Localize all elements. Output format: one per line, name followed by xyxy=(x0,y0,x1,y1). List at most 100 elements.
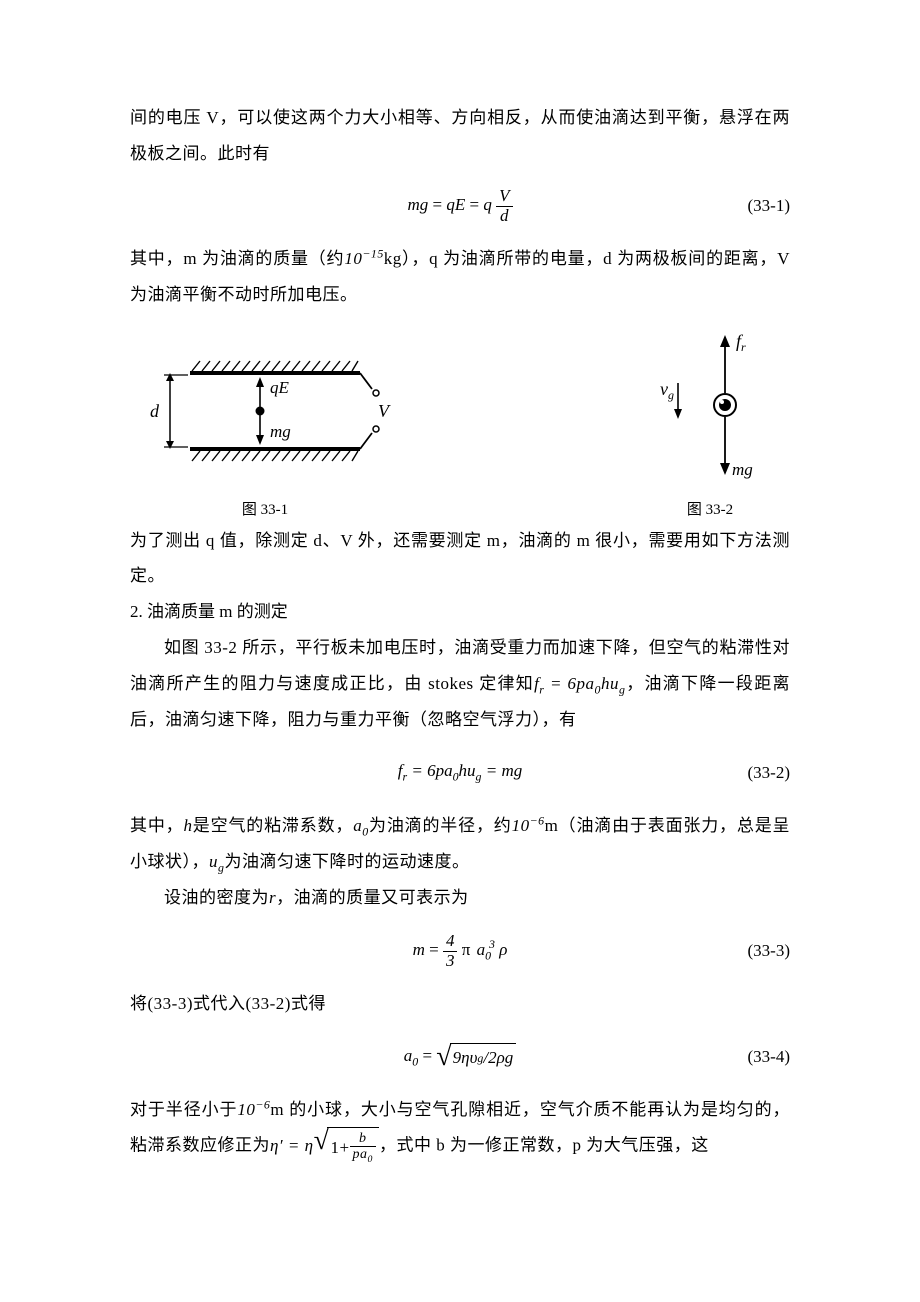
paragraph-density: 设油的密度为r，油滴的质量又可表示为 xyxy=(130,880,790,916)
eq2: = xyxy=(482,761,502,780)
label-vg: vg xyxy=(660,379,674,402)
text: 将(33-3)式代入(33-2)式得 xyxy=(130,994,326,1013)
paragraph-q-measure: 为了测出 q 值，除测定 d、V 外，还需要测定 m，油滴的 m 很小，需要用如… xyxy=(130,523,790,594)
a: a xyxy=(353,816,362,835)
label-mg2: mg xyxy=(732,460,753,479)
sub: 0 xyxy=(412,1054,418,1068)
text: ，油滴的质量又可表示为 xyxy=(276,888,469,907)
text: 间的电压 V，可以使这两个力大小相等、方向相反，从而使油滴达到平衡，悬浮在两极板… xyxy=(130,108,790,163)
base: 10 xyxy=(512,816,530,835)
den: pa0 xyxy=(350,1147,376,1166)
hu: hu xyxy=(459,761,476,780)
frac: bpa0 xyxy=(350,1131,376,1166)
frac-den: d xyxy=(496,207,512,226)
section-2-heading: 2. 油滴质量 m 的测定 xyxy=(130,594,790,630)
u: u xyxy=(209,852,218,871)
equation-body: fr = 6pa0hug = mg xyxy=(398,761,523,784)
rho: ρ xyxy=(499,940,507,959)
figure-33-2: fr mg vg 图 33-2 xyxy=(630,327,790,519)
m: m xyxy=(413,940,425,959)
sup: 3 xyxy=(489,937,495,951)
text: 对于半径小于 xyxy=(130,1100,237,1119)
label-qE: qE xyxy=(270,378,290,397)
sup: −6 xyxy=(530,813,545,827)
radicand: 1 + bpa0 xyxy=(327,1127,379,1166)
exp: 10−6 xyxy=(512,816,545,835)
text: 其中，m 为油滴的质量（约 xyxy=(130,249,344,268)
exponent: 10−15 xyxy=(344,249,383,268)
etap: η′ xyxy=(270,1136,283,1155)
one: 1 xyxy=(330,1130,339,1166)
fig2-caption: 图 33-2 xyxy=(630,498,790,519)
base: 10 xyxy=(344,249,362,268)
paragraph-params: 其中，h是空气的粘滞系数，a0为油滴的半径，约10−6m（油滴由于表面张力，总是… xyxy=(130,808,790,881)
equation-number: (33-1) xyxy=(748,196,790,216)
text: 为油滴的半径，约 xyxy=(369,816,512,835)
a: a xyxy=(404,1046,413,1065)
sub: 0 xyxy=(368,1154,373,1165)
sup: −6 xyxy=(255,1097,270,1111)
label-V: V xyxy=(378,401,391,421)
paragraph-mass-def: 其中，m 为油滴的质量（约10−15kg），q 为油滴所带的电量，d 为两极板间… xyxy=(130,241,790,312)
num: b xyxy=(350,1131,376,1147)
equation-33-2: fr = 6pa0hug = mg (33-2) xyxy=(130,752,790,794)
label-mg: mg xyxy=(270,422,291,441)
pi: π xyxy=(462,940,471,959)
num: 4 xyxy=(443,932,458,952)
text: 设油的密度为 xyxy=(164,888,269,907)
text: 其中， xyxy=(130,816,183,835)
figures-row: d qE mg V 图 33-1 xyxy=(130,327,790,519)
base: 10 xyxy=(237,1100,255,1119)
pa: pa xyxy=(436,761,453,780)
label-fr: fr xyxy=(736,331,746,354)
equation-body: a0 = √ 9ηυg/2ρg xyxy=(404,1043,517,1071)
rad-tail: /2ρg xyxy=(483,1048,513,1068)
a0cubed: a03 xyxy=(477,940,495,959)
inline-stokes: fr = 6pa0hug xyxy=(534,674,625,693)
text: ，式中 b 为一修正常数，p 为大气压强，这 xyxy=(379,1136,709,1155)
equation-33-4: a0 = √ 9ηυg/2ρg (33-4) xyxy=(130,1036,790,1078)
paragraph-correction: 对于半径小于10−6m 的小球，大小与空气孔隙相近，空气介质不能再认为是均匀的，… xyxy=(130,1092,790,1166)
plus: + xyxy=(339,1130,349,1166)
rad-head: 9ηυ xyxy=(453,1048,478,1068)
ug: ug xyxy=(209,852,224,871)
text: 为油滴匀速下降时的运动速度。 xyxy=(224,852,469,871)
equation-number: (33-3) xyxy=(748,941,790,961)
eq: = xyxy=(283,1136,304,1155)
radicand: 9ηυg/2ρg xyxy=(450,1043,517,1071)
paragraph-intro: 间的电压 V，可以使这两个力大小相等、方向相反，从而使油滴达到平衡，悬浮在两极板… xyxy=(130,100,790,171)
fig1-svg: d qE mg V xyxy=(130,347,400,487)
den: 3 xyxy=(443,952,458,971)
exp: 10−6 xyxy=(237,1100,270,1119)
eq-mid: qE xyxy=(446,195,465,214)
label-d: d xyxy=(150,401,160,421)
eq-q: q xyxy=(483,195,492,214)
equation-number: (33-2) xyxy=(748,763,790,783)
eq-fraction: V d xyxy=(496,187,512,225)
eq: = 6 xyxy=(544,674,576,693)
fig1-caption: 图 33-1 xyxy=(130,498,400,519)
mid: = 6 xyxy=(407,761,435,780)
equation-33-3: m = 4 3 π a03 ρ (33-3) xyxy=(130,930,790,972)
inline-eta-correction: η′ = η√1 + bpa0 xyxy=(270,1136,379,1155)
paragraph-stokes: 如图 33-2 所示，平行板未加电压时，油滴受重力而加速下降，但空气的粘滞性对油… xyxy=(130,630,790,738)
text: 2. 油滴质量 m 的测定 xyxy=(130,602,288,621)
equation-body: mg = qE = q V d xyxy=(408,187,513,225)
a0: a0 xyxy=(353,816,368,835)
figure-33-1: d qE mg V 图 33-1 xyxy=(130,347,400,519)
equation-body: m = 4 3 π a03 ρ xyxy=(413,932,508,970)
pa: pa xyxy=(577,674,595,693)
text: 是空气的粘滞系数， xyxy=(192,816,353,835)
sup: −15 xyxy=(362,247,383,261)
sqrt: √1 + bpa0 xyxy=(314,1127,379,1166)
p: pa xyxy=(353,1147,368,1162)
text: 为了测出 q 值，除测定 d、V 外，还需要测定 m，油滴的 m 很小，需要用如… xyxy=(130,531,790,586)
fig2-svg: fr mg vg xyxy=(630,327,790,487)
eq-lhs: mg xyxy=(408,195,429,214)
eta: η xyxy=(305,1136,314,1155)
equation-number: (33-4) xyxy=(748,1047,790,1067)
equation-33-1: mg = qE = q V d (33-1) xyxy=(130,185,790,227)
sqrt: √ 9ηυg/2ρg xyxy=(436,1043,516,1071)
frac-num: V xyxy=(496,187,512,207)
hu: hu xyxy=(601,674,619,693)
